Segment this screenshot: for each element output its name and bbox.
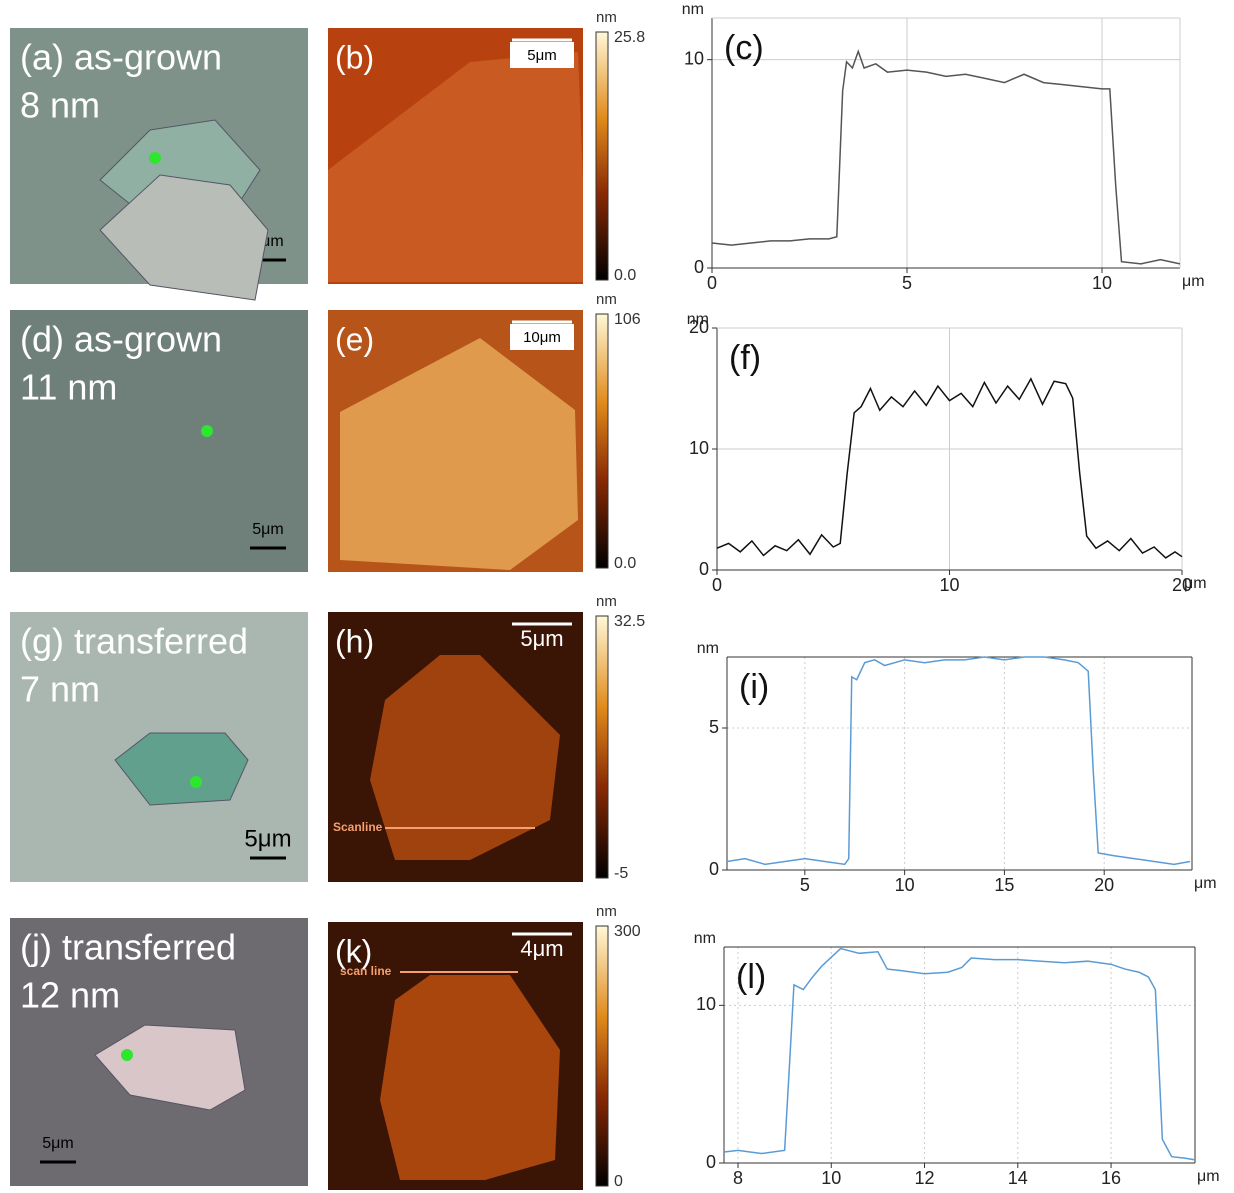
x-tick-label: 10 [821, 1168, 841, 1188]
y-axis-label: nm [694, 930, 716, 947]
scanline-label: Scanline [333, 820, 383, 834]
measure-point [201, 425, 213, 437]
x-tick-label: 5 [800, 875, 810, 895]
x-axis-label: μm [1194, 875, 1217, 892]
scale-label: 5μm [527, 47, 556, 64]
profile-line [724, 949, 1195, 1160]
x-axis-label: μm [1182, 273, 1205, 290]
x-tick-label: 10 [1092, 273, 1112, 293]
scale-label: 5μm [520, 626, 563, 651]
panel-label: (f) [729, 339, 761, 377]
x-tick-label: 12 [915, 1168, 935, 1188]
scale-label: 10μm [523, 329, 561, 346]
panel-label: (a) as-grown [20, 37, 222, 78]
y-tick-label: 10 [689, 438, 709, 458]
x-tick-label: 10 [895, 875, 915, 895]
y-axis-label: nm [697, 640, 719, 657]
x-tick-label: 20 [1094, 875, 1114, 895]
y-tick-label: 0 [694, 257, 704, 277]
scale-label: 5μm [42, 1135, 73, 1152]
y-axis-label: nm [687, 311, 709, 328]
colorbar-min: 0.0 [614, 555, 636, 572]
colorbar-unit: nm [596, 9, 617, 26]
colorbar-max: 25.8 [614, 29, 645, 46]
colorbar-unit: nm [596, 903, 617, 920]
y-axis-label: nm [682, 1, 704, 18]
panel-label: (g) transferred [20, 621, 248, 662]
thickness-label: 12 nm [20, 975, 120, 1016]
measure-point [190, 776, 202, 788]
x-axis-label: μm [1184, 575, 1207, 592]
colorbar [596, 926, 608, 1186]
colorbar-max: 300 [614, 923, 641, 940]
measure-point [149, 152, 161, 164]
x-tick-label: 8 [733, 1168, 743, 1188]
panel-label: (i) [739, 668, 769, 706]
colorbar-min: 0 [614, 1173, 623, 1190]
panel-label: (h) [335, 623, 374, 659]
colorbar [596, 616, 608, 878]
colorbar-min: -5 [614, 865, 628, 882]
panel-label: (l) [736, 958, 766, 996]
x-tick-label: 15 [994, 875, 1014, 895]
scale-label: 5μm [244, 825, 291, 852]
y-tick-label: 0 [706, 1152, 716, 1172]
y-tick-label: 5 [709, 717, 719, 737]
x-tick-label: 0 [712, 575, 722, 595]
panel-label: (d) as-grown [20, 319, 222, 360]
panel-label: (e) [335, 321, 374, 357]
panel-label: (c) [724, 29, 764, 67]
x-axis-label: μm [1197, 1168, 1220, 1185]
x-tick-label: 16 [1101, 1168, 1121, 1188]
colorbar-max: 32.5 [614, 613, 645, 630]
x-tick-label: 10 [939, 575, 959, 595]
x-tick-label: 5 [902, 273, 912, 293]
colorbar-min: 0.0 [614, 267, 636, 284]
y-tick-label: 10 [684, 48, 704, 68]
panel-label: (b) [335, 39, 374, 75]
thickness-label: 11 nm [20, 367, 117, 408]
colorbar-max: 106 [614, 311, 641, 328]
scale-label: 4μm [520, 936, 563, 961]
profile-line [712, 51, 1180, 264]
measure-point [121, 1049, 133, 1061]
thickness-label: 8 nm [20, 85, 100, 126]
figure: (a) as-grown8 nm5μm(d) as-grown11 nm5μm(… [0, 0, 1234, 1193]
scale-label: 5μm [252, 521, 283, 538]
colorbar [596, 314, 608, 568]
colorbar-unit: nm [596, 593, 617, 610]
colorbar-unit: nm [596, 291, 617, 308]
y-tick-label: 0 [709, 859, 719, 879]
colorbar [596, 32, 608, 280]
thickness-label: 7 nm [20, 669, 100, 710]
x-tick-label: 0 [707, 273, 717, 293]
x-tick-label: 14 [1008, 1168, 1028, 1188]
panel-label: (j) transferred [20, 927, 236, 968]
y-tick-label: 0 [699, 559, 709, 579]
scanline-label: scan line [340, 964, 392, 978]
y-tick-label: 10 [696, 994, 716, 1014]
profile-line [727, 657, 1190, 864]
